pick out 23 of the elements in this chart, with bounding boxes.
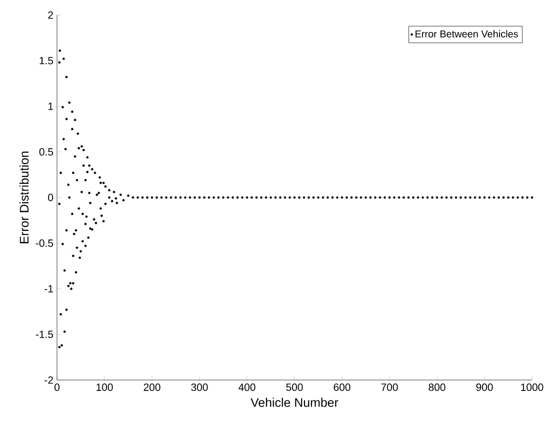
x-tick-label: 600 <box>334 384 350 391</box>
y-tick-label: -0.5 <box>36 239 54 247</box>
y-tick-label: -1 <box>44 285 53 292</box>
y-axis-title: Error Distribution <box>19 152 29 244</box>
y-tick-label: 1 <box>48 102 53 110</box>
x-tick-label: 500 <box>286 384 303 391</box>
x-tick-label: 100 <box>96 384 113 391</box>
y-tick-label: 0 <box>48 194 54 202</box>
x-tick-label: 800 <box>428 384 446 391</box>
y-tick-label: 2 <box>48 11 53 19</box>
x-tick-label: 300 <box>191 384 208 391</box>
x-tick-label: 0 <box>54 384 60 391</box>
x-tick-label: 900 <box>476 384 493 391</box>
x-tick-label: 1000 <box>521 384 544 391</box>
x-tick-label: 200 <box>144 384 160 391</box>
x-axis-title: Vehicle Number <box>250 398 338 407</box>
y-tick-label: -1.5 <box>36 330 54 338</box>
legend-label: Error Between Vehicles <box>416 30 518 38</box>
x-tick-label: 400 <box>238 384 256 391</box>
x-tick-label: 700 <box>381 384 398 391</box>
y-tick-label: 0.5 <box>39 148 54 156</box>
y-tick-label: -2 <box>44 376 53 384</box>
y-tick-label: 1.5 <box>40 56 54 64</box>
